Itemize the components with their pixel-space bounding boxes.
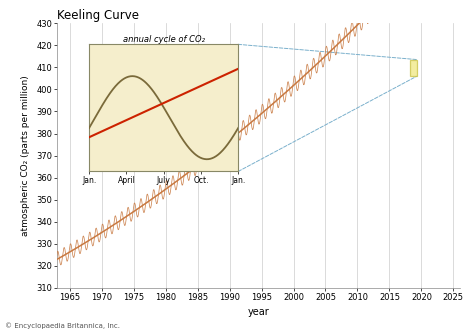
Bar [410, 60, 417, 76]
Y-axis label: atmospheric CO₂ (parts per million): atmospheric CO₂ (parts per million) [21, 75, 30, 236]
Text: Keeling Curve: Keeling Curve [57, 9, 139, 22]
X-axis label: year: year [247, 307, 269, 317]
Text: © Encyclopaedia Britannica, Inc.: © Encyclopaedia Britannica, Inc. [5, 323, 120, 329]
